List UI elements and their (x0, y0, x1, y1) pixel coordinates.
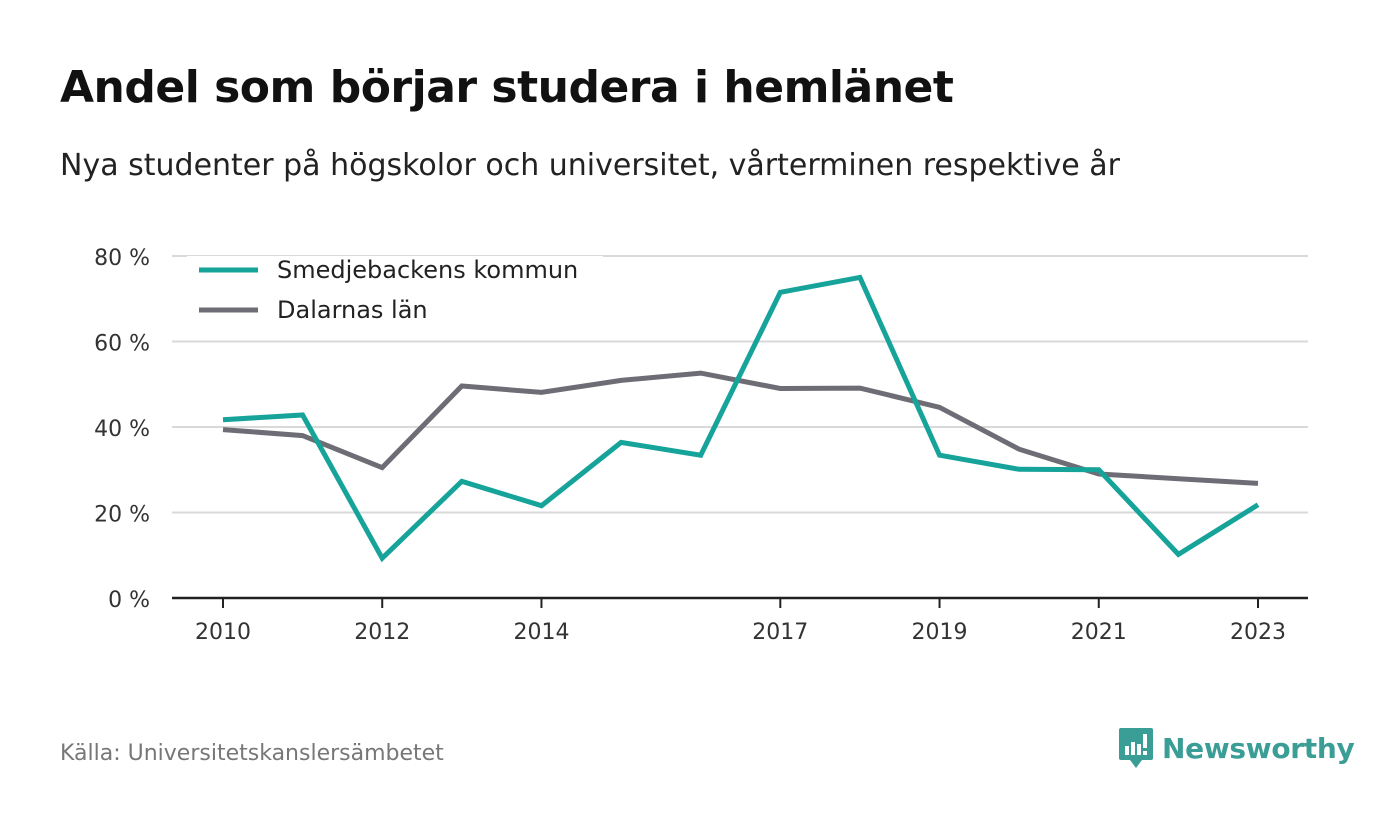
y-tick-label: 40 % (94, 417, 150, 442)
legend-label: Dalarnas län (277, 296, 428, 324)
series-lines (222, 274, 1260, 563)
brand-logo[interactable]: Newsworthy (1118, 726, 1355, 770)
line-chart: 0 % 20 % 40 % 60 % 80 % 2010 2012 2014 2017 2019 2… (94, 246, 1308, 645)
chart-title: Andel som börjar studera i hemlänet (60, 62, 954, 113)
y-tick-label: 20 % (94, 503, 150, 528)
x-tick-label: 2021 (1071, 620, 1127, 645)
x-tick-label: 2023 (1230, 620, 1286, 645)
source-note: Källa: Universitetskanslersämbetet (60, 741, 444, 766)
y-tick-label: 80 % (94, 246, 150, 271)
series-line-smedjebacken (222, 274, 1260, 563)
series-line-dalarna (222, 370, 1259, 486)
y-tick-label: 60 % (94, 332, 150, 357)
x-tick-label: 2012 (354, 620, 410, 645)
x-tick-label: 2017 (752, 620, 808, 645)
x-tick-label: 2010 (195, 620, 251, 645)
legend-label: Smedjebackens kommun (277, 256, 578, 284)
x-tick-label: 2019 (912, 620, 968, 645)
x-tick-label: 2014 (513, 620, 569, 645)
y-tick-label: 0 % (108, 588, 150, 613)
legend: Smedjebackens kommun Dalarnas län (187, 256, 603, 328)
brand-name: Newsworthy (1162, 731, 1355, 765)
newsworthy-logo-icon (1119, 728, 1153, 768)
axes: 0 % 20 % 40 % 60 % 80 % 2010 2012 2014 2017 2019 2… (94, 246, 1308, 645)
chart-subtitle: Nya studenter på högskolor och universit… (60, 148, 1120, 183)
